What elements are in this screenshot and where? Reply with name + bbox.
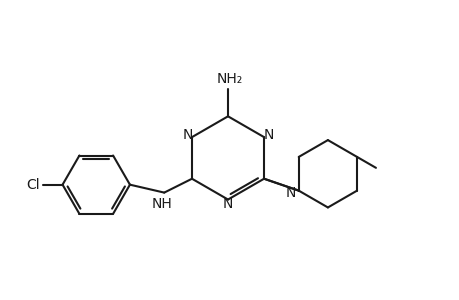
Text: N: N: [263, 128, 273, 142]
Text: NH: NH: [151, 197, 172, 212]
Text: NH₂: NH₂: [216, 72, 243, 86]
Text: N: N: [285, 186, 295, 200]
Text: N: N: [222, 197, 233, 212]
Text: Cl: Cl: [26, 178, 39, 192]
Text: N: N: [182, 128, 192, 142]
